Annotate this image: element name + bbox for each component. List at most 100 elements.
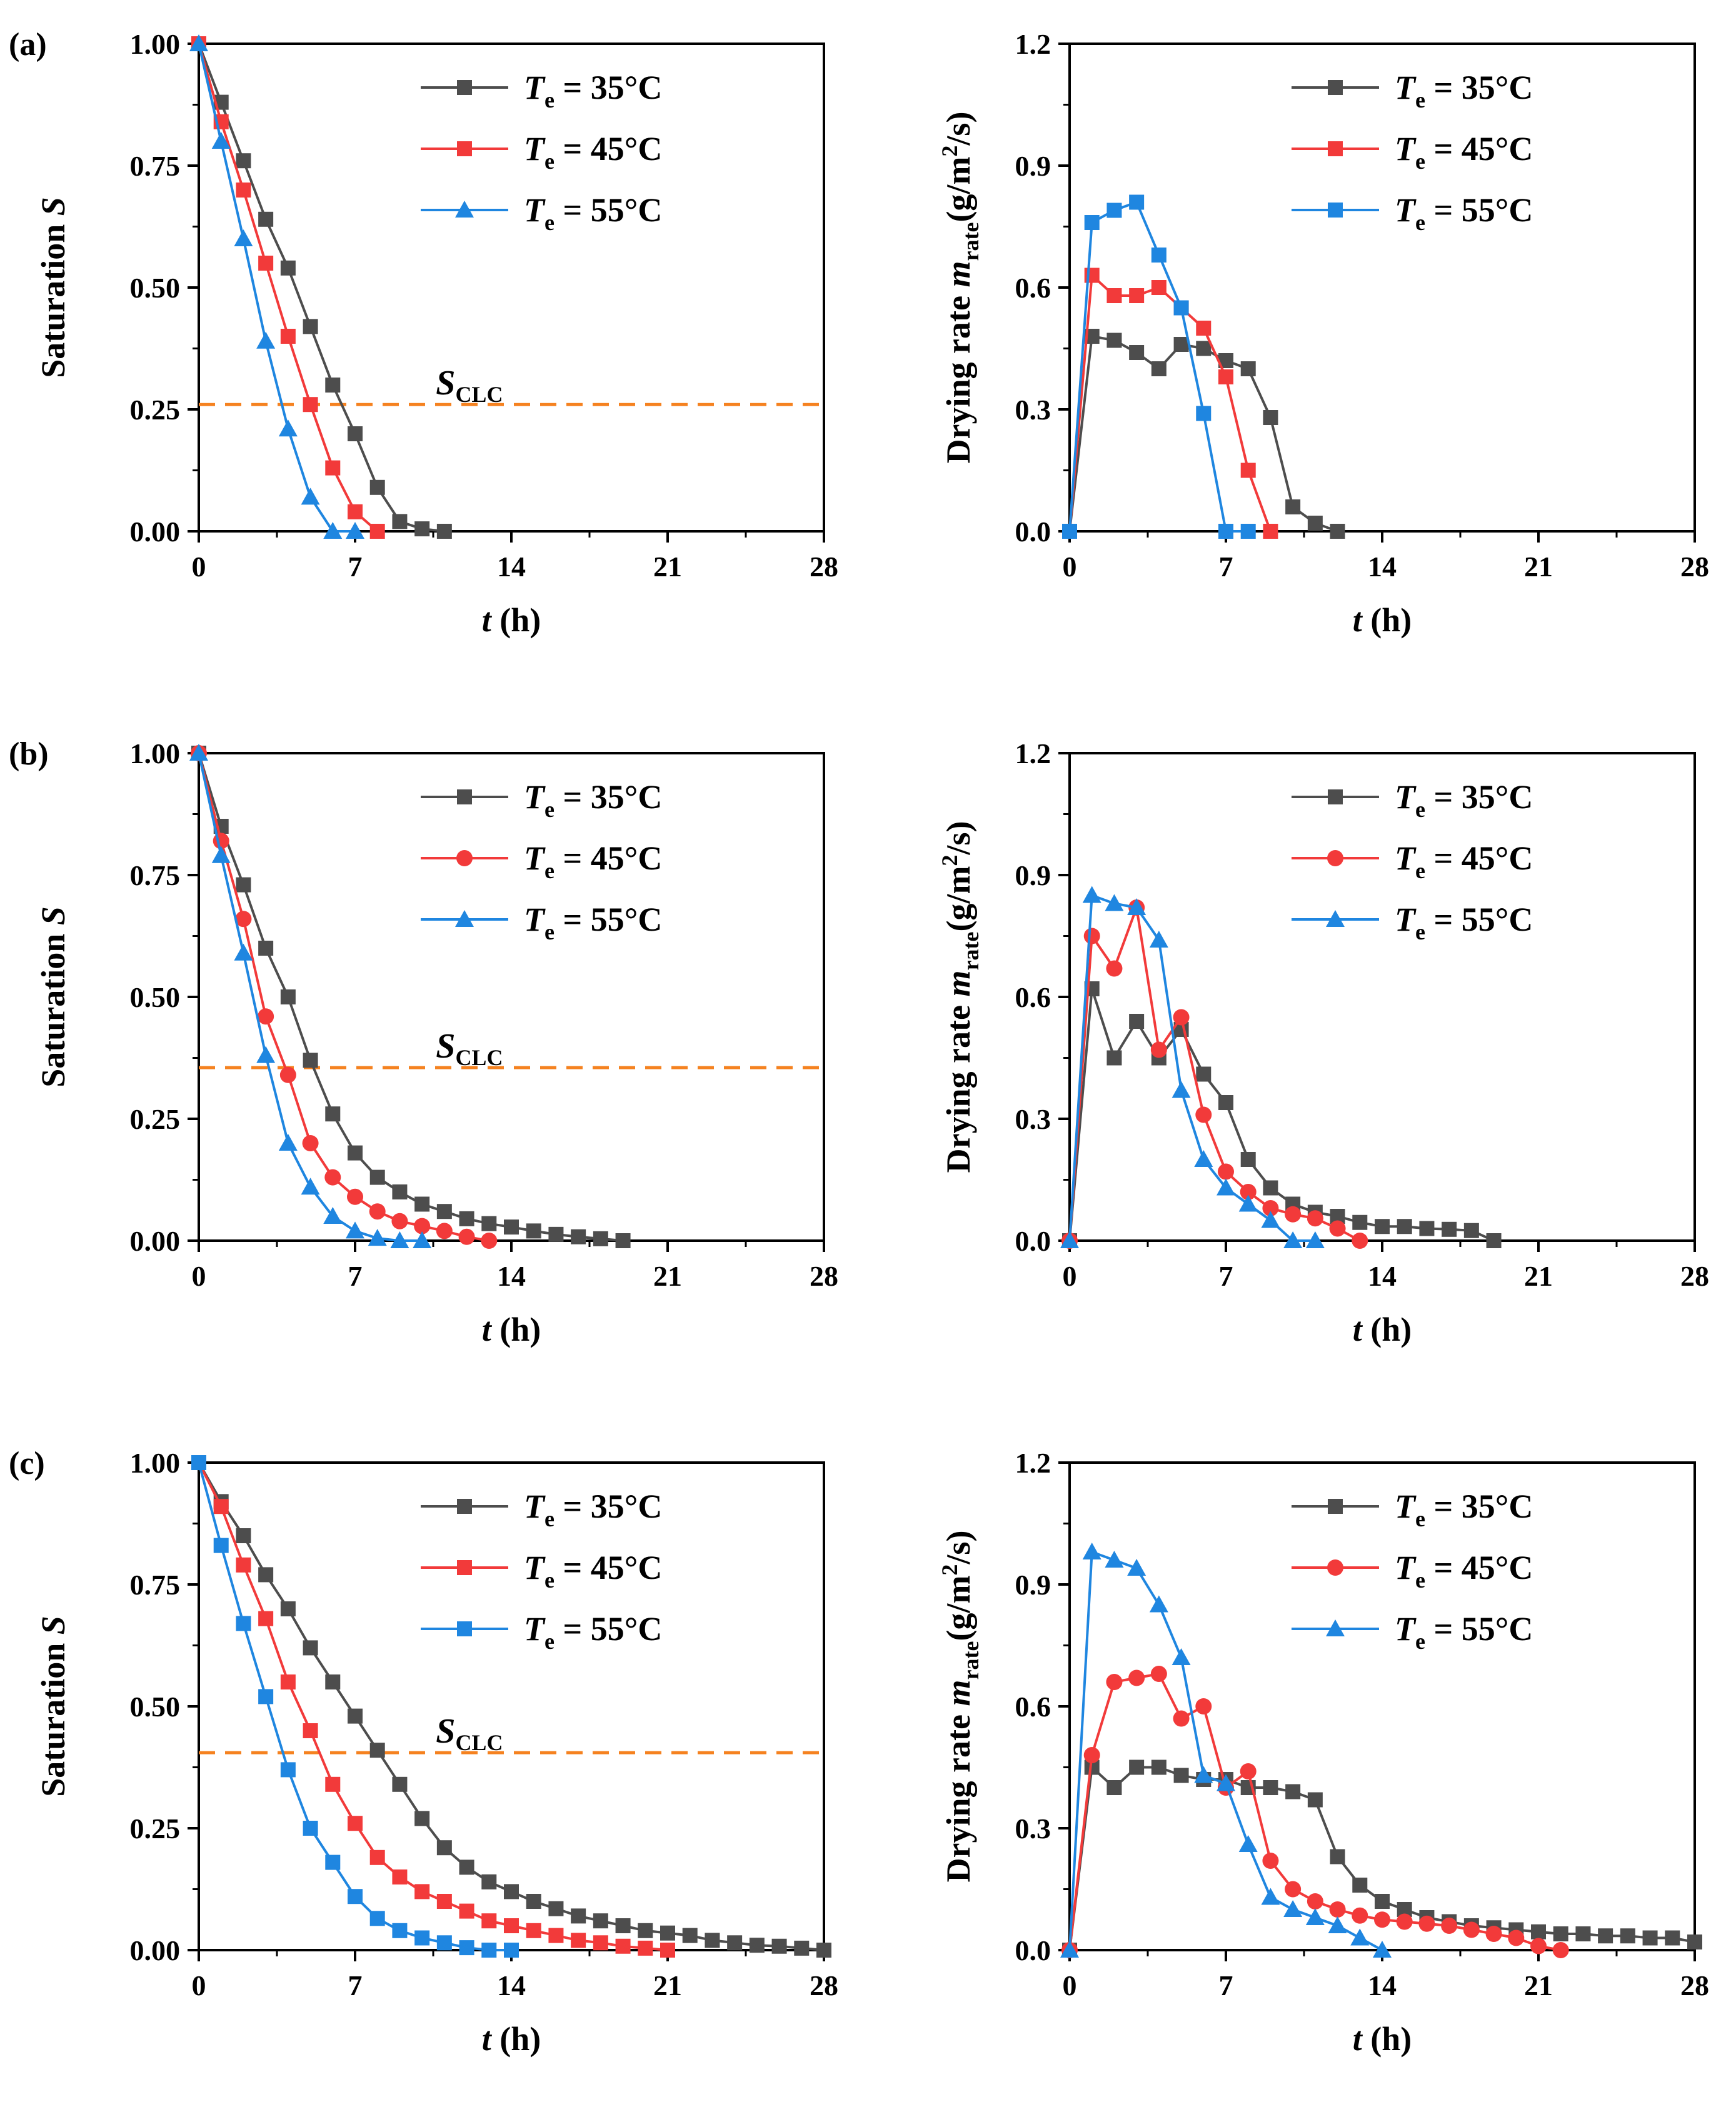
data-point-square [571,1229,586,1244]
x-tick-label: 21 [1524,1969,1553,2001]
y-tick-label: 0.3 [1015,394,1051,426]
legend-entry: Te = 35°C [421,778,662,822]
data-point-circle [1173,1009,1190,1026]
data-point-square [1442,1221,1457,1237]
data-point-square [1328,141,1343,156]
data-point-triangle [1127,898,1146,915]
data-point-square [593,1231,608,1246]
y-tick-label: 0.00 [130,1934,181,1966]
y-tick-label: 0.3 [1015,1103,1051,1135]
legend-label: Te = 45°C [1395,1549,1533,1593]
legend-entry: Te = 45°C [421,130,662,174]
x-axis-label: t (h) [1353,2020,1412,2058]
panel-label: (b) [9,736,49,772]
y-axis-label: Drying rate mrate(g/m2/s) [937,112,983,464]
data-point-square [682,1928,698,1943]
data-point-square [1687,1934,1702,1949]
data-point-square [436,1840,452,1856]
y-tick-label: 0.6 [1015,272,1051,304]
data-point-square [615,1918,631,1933]
data-point-square [1575,1926,1591,1941]
data-point-triangle [413,1231,432,1248]
data-point-square [459,1903,474,1919]
data-point-square [1352,1878,1368,1893]
data-point-square [1151,1759,1167,1775]
data-point-square [258,1689,274,1704]
y-axis-label: Drying rate mrate(g/m2/s) [937,821,983,1173]
y-tick-label: 0.00 [130,516,181,548]
x-tick-label: 14 [497,1260,526,1292]
data-point-circle [1374,1911,1390,1928]
data-point-square [236,1528,251,1543]
data-point-square [280,989,296,1004]
data-point-square [504,1943,519,1958]
legend-label: Te = 45°C [1395,130,1533,174]
data-point-triangle [234,943,253,961]
data-point-circle [1285,1206,1302,1223]
data-point-square [369,1169,385,1185]
data-point-square [1330,524,1345,539]
data-point-circle [1218,1163,1234,1180]
data-point-square [1129,345,1145,360]
data-point-square [436,524,452,539]
data-point-triangle [1261,1211,1280,1228]
data-point-square [369,1849,385,1865]
series-55C [1060,1543,1392,1958]
data-point-square [504,1219,519,1235]
data-point-circle [1352,1233,1368,1249]
y-tick-label: 0.50 [130,1691,181,1723]
plot-frame [198,1461,825,1951]
series-35C [191,746,631,1248]
series-45C [1061,899,1368,1249]
data-point-square [236,183,251,198]
data-point-square [280,1674,296,1689]
data-point-square [258,1611,274,1626]
legend-label: Te = 55°C [524,191,662,235]
data-point-square [459,1859,474,1875]
legend-entry: Te = 45°C [421,839,662,883]
data-point-circle [456,850,473,866]
data-point-square [1218,1095,1233,1110]
data-point-square [392,1869,408,1884]
x-tick-label: 14 [497,1969,526,2001]
data-point-square [369,1911,385,1926]
data-point-triangle [1238,1194,1258,1212]
data-point-square [615,1233,631,1248]
x-tick-label: 0 [192,551,206,583]
data-point-circle [279,1066,296,1083]
data-point-square [638,1923,653,1938]
data-point-square [1151,361,1167,376]
legend-entry: Te = 35°C [1292,69,1533,113]
legend-entry: Te = 55°C [421,901,662,944]
legend-entry: Te = 55°C [1292,191,1533,235]
panel-label: (a) [9,27,47,63]
data-point-square [1129,1014,1145,1029]
y-tick-label: 1.2 [1015,1447,1051,1479]
x-tick-label: 21 [653,1969,682,2001]
data-point-triangle [1105,894,1124,911]
data-point-circle [1083,1747,1100,1763]
data-point-triangle [1060,1941,1079,1958]
data-point-square [303,397,318,413]
legend-entry: Te = 35°C [421,69,662,113]
data-point-triangle [1217,1774,1235,1791]
series-line [198,1462,825,1951]
y-tick-label: 0.75 [130,150,181,182]
series-55C [191,1455,519,1958]
chart-panel-2: 0 7 14 21 28 0.0 0.3 0.6 0.9 1.2 t (h) Drying rate … [937,28,1709,639]
data-point-square [457,141,472,156]
data-point-square [457,1499,472,1514]
data-point-square [481,1913,497,1929]
series-line [1068,273,1272,532]
data-point-square [1240,463,1256,478]
data-point-circle [1329,1220,1346,1237]
data-point-square [369,479,385,495]
x-axis-label: t (h) [1353,601,1412,639]
data-point-square [392,514,408,529]
y-tick-label: 1.2 [1015,28,1051,60]
series-line [198,753,423,1242]
y-tick-label: 0.00 [130,1225,181,1257]
data-point-circle [1530,1938,1547,1954]
data-point-triangle [323,522,343,539]
